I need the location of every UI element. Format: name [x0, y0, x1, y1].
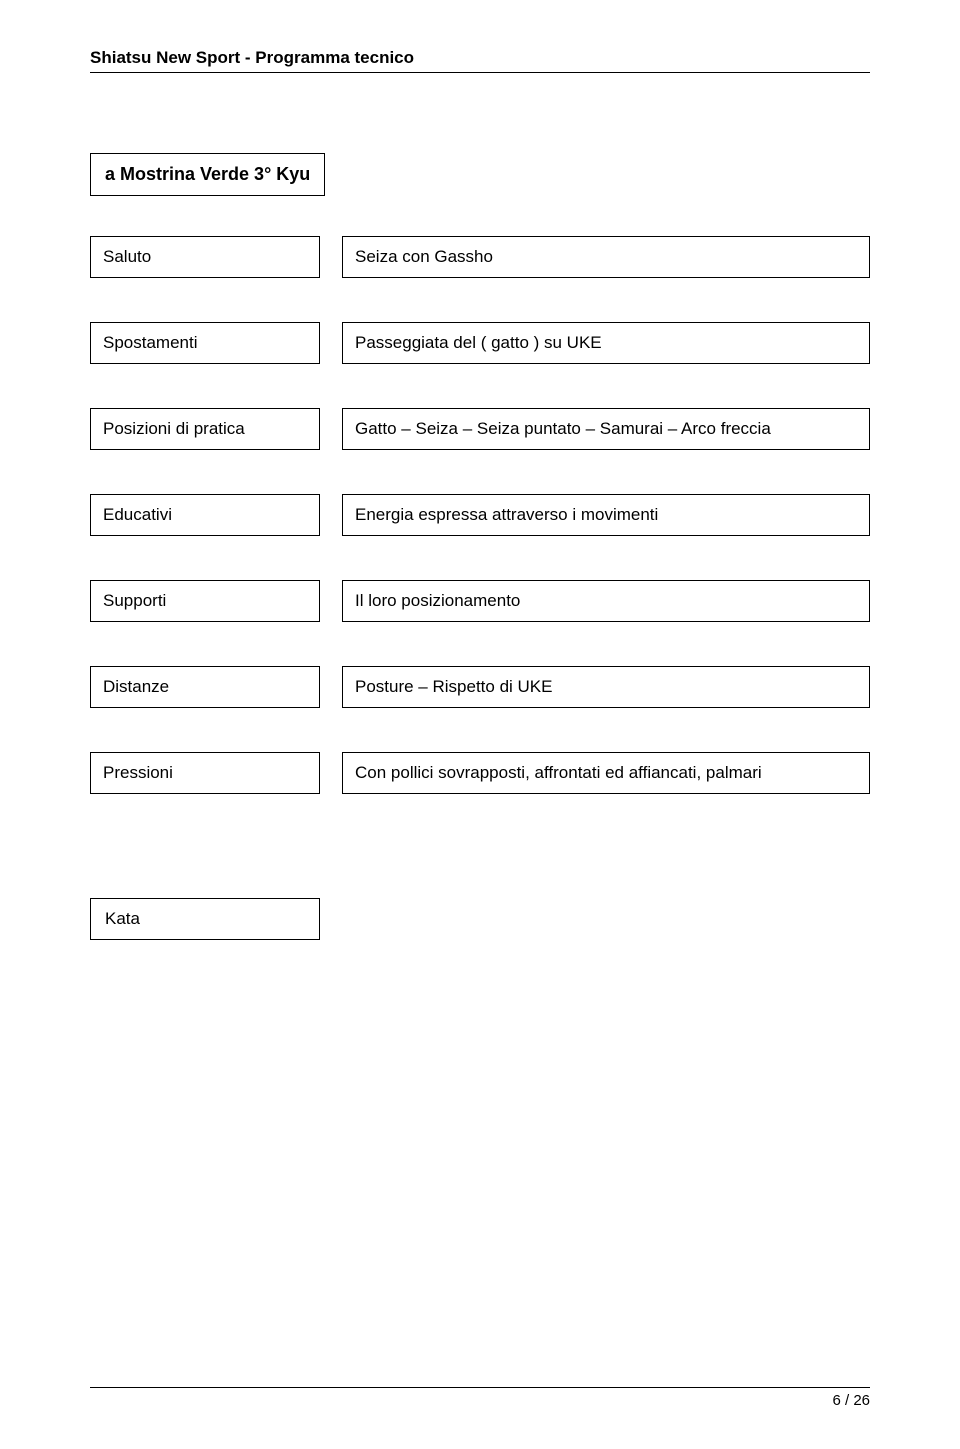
value-distanze: Posture – Rispetto di UKE [342, 666, 870, 708]
row-saluto: Saluto Seiza con Gassho [90, 236, 870, 278]
footer-page-number: 6 / 26 [90, 1392, 870, 1409]
label-distanze: Distanze [90, 666, 320, 708]
row-distanze: Distanze Posture – Rispetto di UKE [90, 666, 870, 708]
row-educativi: Educativi Energia espressa attraverso i … [90, 494, 870, 536]
row-spostamenti: Spostamenti Passeggiata del ( gatto ) su… [90, 322, 870, 364]
value-posizioni: Gatto – Seiza – Seiza puntato – Samurai … [342, 408, 870, 450]
label-educativi: Educativi [90, 494, 320, 536]
label-posizioni: Posizioni di pratica [90, 408, 320, 450]
value-supporti: Il loro posizionamento [342, 580, 870, 622]
label-pressioni: Pressioni [90, 752, 320, 794]
header-rule [90, 72, 870, 73]
footer: 6 / 26 [90, 1387, 870, 1409]
label-saluto: Saluto [90, 236, 320, 278]
section-title: a Mostrina Verde 3° Kyu [105, 164, 310, 185]
header: Shiatsu New Sport - Programma tecnico [90, 48, 870, 73]
value-pressioni: Con pollici sovrapposti, affrontati ed a… [342, 752, 870, 794]
row-pressioni: Pressioni Con pollici sovrapposti, affro… [90, 752, 870, 794]
value-educativi: Energia espressa attraverso i movimenti [342, 494, 870, 536]
value-saluto: Seiza con Gassho [342, 236, 870, 278]
label-supporti: Supporti [90, 580, 320, 622]
label-spostamenti: Spostamenti [90, 322, 320, 364]
value-spostamenti: Passeggiata del ( gatto ) su UKE [342, 322, 870, 364]
kata-label: Kata [105, 909, 305, 929]
footer-rule [90, 1387, 870, 1388]
row-supporti: Supporti Il loro posizionamento [90, 580, 870, 622]
section-title-box: a Mostrina Verde 3° Kyu [90, 153, 325, 196]
page-container: Shiatsu New Sport - Programma tecnico a … [0, 0, 960, 1449]
kata-box: Kata [90, 898, 320, 940]
header-title: Shiatsu New Sport - Programma tecnico [90, 48, 870, 68]
row-posizioni: Posizioni di pratica Gatto – Seiza – Sei… [90, 408, 870, 450]
